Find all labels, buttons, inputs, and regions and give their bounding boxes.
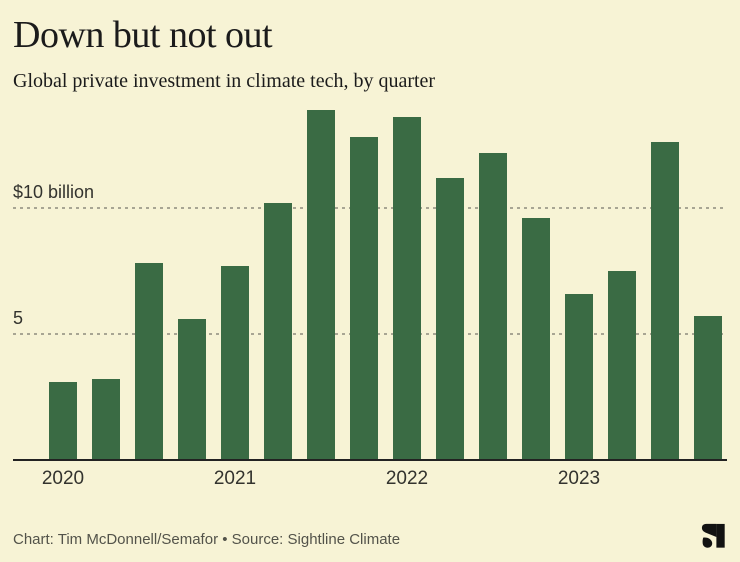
bar-2023-q1: [565, 294, 593, 460]
y-axis-label-10: $10 billion: [13, 182, 95, 202]
x-axis-label-2020: 2020: [41, 468, 85, 489]
bar-2022-q2: [436, 178, 464, 460]
chart-subtitle: Global private investment in climate tec…: [13, 70, 436, 92]
bar-2020-q1: [49, 382, 77, 460]
bar-2023-q2: [608, 271, 636, 460]
bar-2021-q4: [350, 137, 378, 460]
bar-2023-q3: [651, 142, 679, 460]
x-axis-label-2022: 2022: [385, 468, 429, 489]
bar-2022-q3: [479, 153, 507, 460]
bar-2022-q1: [393, 117, 421, 460]
bar-2021-q3: [307, 110, 335, 460]
x-axis-label-2023: 2023: [557, 468, 601, 489]
bar-2021-q2: [264, 203, 292, 460]
bar-2020-q2: [92, 379, 120, 460]
bar-2020-q3: [135, 263, 163, 460]
chart-title: Down but not out: [13, 14, 273, 56]
bar-2023-q4: [694, 316, 722, 460]
bar-2020-q4: [178, 319, 206, 460]
bar-2021-q1: [221, 266, 249, 460]
semafor-logo-icon: [701, 523, 725, 548]
y-axis-label-5: 5: [13, 308, 24, 328]
attribution-text: Chart: Tim McDonnell/Semafor • Source: S…: [13, 531, 401, 548]
bar-2022-q4: [522, 218, 550, 460]
x-axis-line: [13, 459, 727, 461]
x-axis-label-2021: 2021: [213, 468, 257, 489]
